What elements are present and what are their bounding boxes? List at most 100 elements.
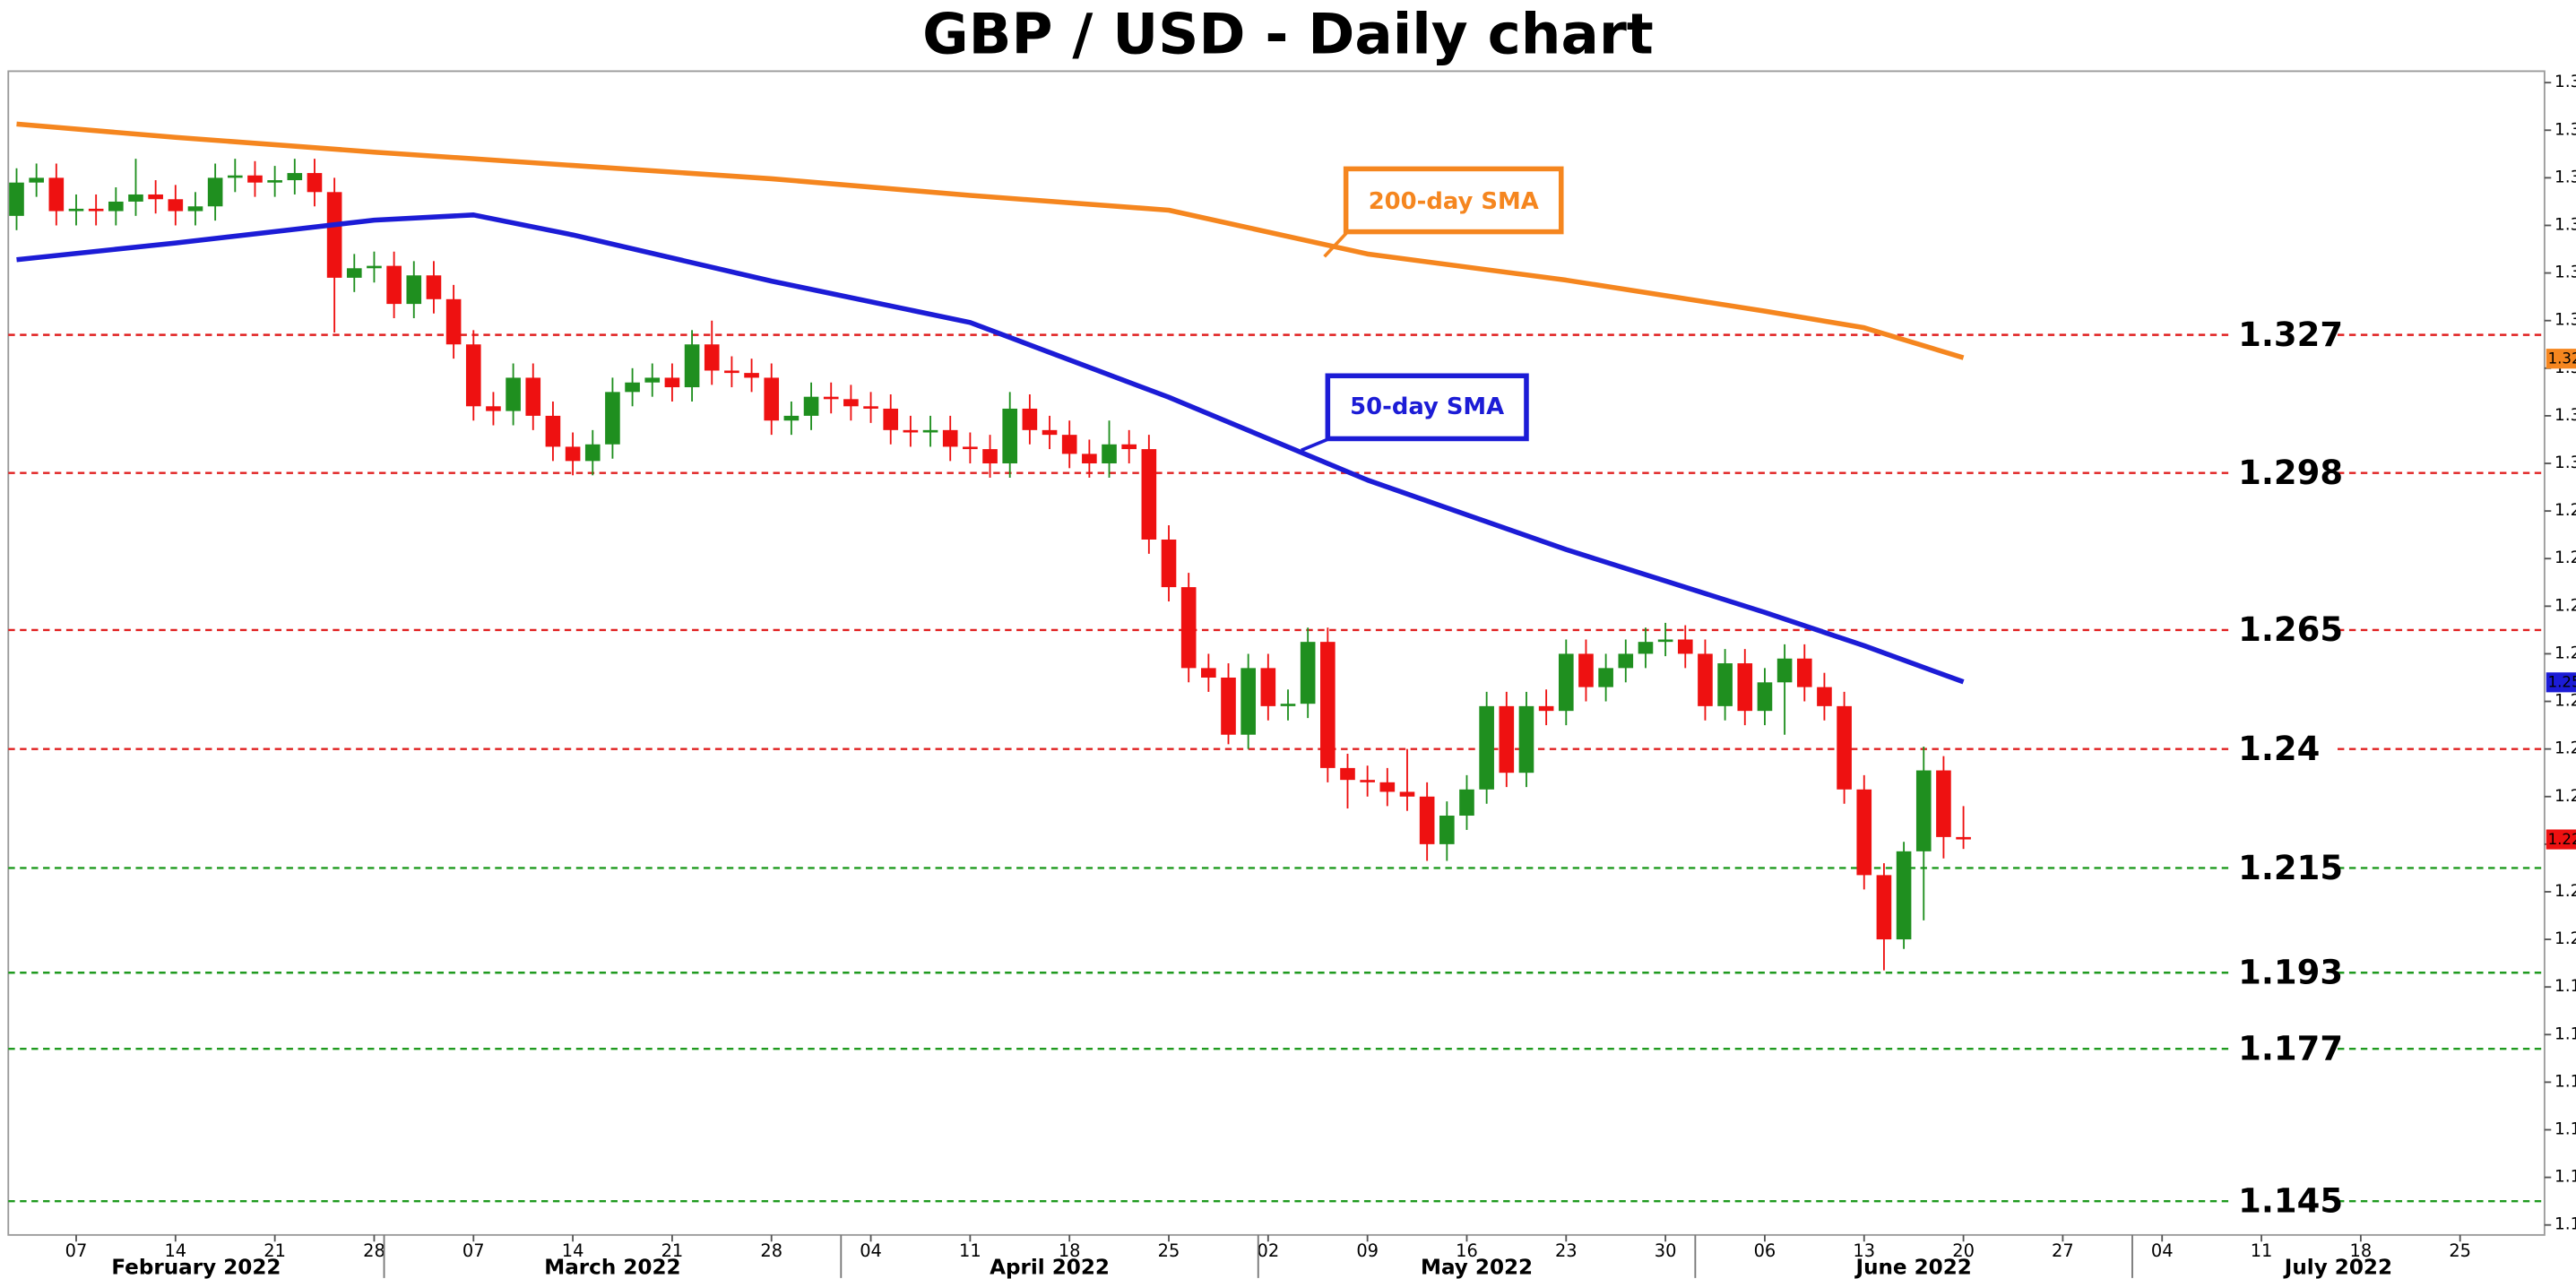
- candle-body: [486, 406, 501, 411]
- x-tick-label: 23: [1555, 1240, 1578, 1261]
- x-tick-label: 11: [959, 1240, 981, 1261]
- y-tick-label: 1.18: [2554, 1024, 2576, 1043]
- month-label: February 2022: [111, 1256, 281, 1279]
- candle-body: [1956, 836, 1971, 840]
- x-tick-label: 20: [1952, 1240, 1975, 1261]
- y-tick-label: 1.2: [2554, 929, 2576, 948]
- y-tick-label: 1.33: [2554, 311, 2576, 330]
- candle-body: [1300, 642, 1316, 704]
- candle-body: [1657, 639, 1673, 643]
- x-tick-label: 18: [2350, 1240, 2373, 1261]
- candle-body: [744, 373, 759, 378]
- x-tick-label: 14: [562, 1240, 584, 1261]
- annotation-50: 50-day SMA: [1301, 373, 1529, 453]
- candle-body: [982, 449, 998, 464]
- y-tick-label: 1.31: [2554, 406, 2576, 425]
- y-tick-label: 1.37: [2554, 120, 2576, 139]
- x-tick-label: 30: [1655, 1240, 1677, 1261]
- candle-body: [1598, 668, 1613, 687]
- candle-body: [644, 377, 661, 383]
- candle-body: [1717, 663, 1733, 706]
- level-label-bg: [2231, 850, 2338, 886]
- candle-body: [1180, 587, 1197, 669]
- price-tag: [2546, 829, 2576, 850]
- price-tag: [2546, 349, 2576, 369]
- annotation-200: 200-day SMA: [1323, 166, 1564, 258]
- y-tick-label: 1.28: [2554, 549, 2576, 567]
- candle-body: [1757, 682, 1773, 712]
- y-tick-label: 1.21: [2554, 882, 2576, 901]
- y-tick-label: 1.24: [2554, 739, 2576, 758]
- x-tick-label: 09: [1356, 1240, 1379, 1261]
- chart-title: GBP / USD - Daily chart: [922, 2, 1654, 67]
- candle-body: [9, 182, 24, 216]
- level-label: 1.265: [2238, 610, 2343, 649]
- sma-lines: [16, 121, 1965, 685]
- x-tick-label: 04: [860, 1240, 882, 1261]
- level-label: 1.145: [2238, 1182, 2343, 1221]
- level-label: 1.193: [2238, 954, 2343, 992]
- y-tick-label: 1.25: [2554, 692, 2576, 711]
- y-tick-label: 1.29: [2554, 501, 2576, 520]
- x-tick-label: 14: [164, 1240, 186, 1261]
- candle-body: [605, 392, 620, 445]
- level-label: 1.215: [2238, 849, 2343, 887]
- candle-body: [1042, 429, 1058, 436]
- candle-body: [1161, 539, 1177, 588]
- levels: 1.327 1.298 1.265 1.24 1.215 1.193 1.177 1.145: [8, 315, 2545, 1221]
- level-label-bg: [2231, 1182, 2338, 1220]
- y-tick-label: 1.16: [2554, 1120, 2576, 1139]
- candle-body: [465, 344, 481, 407]
- candle-body: [525, 377, 541, 416]
- annotation-pointer: [1323, 230, 1349, 258]
- candle-body: [1399, 791, 1415, 797]
- candle-body: [1896, 851, 1912, 940]
- level-label-bg: [2231, 954, 2338, 991]
- candle-body: [724, 370, 739, 374]
- y-tick-label: 1.26: [2554, 644, 2576, 662]
- candle-body: [1776, 658, 1793, 683]
- candle-body: [625, 382, 640, 393]
- sma-line: [16, 121, 1965, 360]
- candle-body: [1915, 770, 1932, 851]
- candle-body: [1817, 687, 1832, 706]
- candle-body: [187, 206, 203, 212]
- level-label-bg: [2231, 1030, 2338, 1067]
- price-tag-label: 1.221: [2548, 831, 2576, 848]
- annotation-text: 200-day SMA: [1369, 188, 1539, 215]
- candle-body: [307, 173, 323, 193]
- candle-body: [227, 175, 243, 178]
- x-tick-label: 07: [462, 1240, 485, 1261]
- candle-body: [1439, 816, 1455, 844]
- x-tick-label: 21: [661, 1240, 684, 1261]
- candle-body: [1796, 658, 1812, 687]
- price-tag-label: 1.254: [2548, 674, 2576, 691]
- candle-body: [664, 377, 680, 388]
- candle-body: [704, 344, 720, 371]
- candle-body: [386, 265, 402, 305]
- y-tick-label: 1.36: [2554, 168, 2576, 186]
- candle-body: [843, 399, 859, 407]
- candle-body: [883, 408, 899, 430]
- y-tick-label: 1.19: [2554, 977, 2576, 996]
- candle-body: [1260, 668, 1276, 706]
- candle-body: [88, 208, 104, 212]
- candle-body: [1479, 705, 1494, 790]
- level-label: 1.298: [2238, 454, 2343, 492]
- month-label: March 2022: [544, 1256, 680, 1279]
- candle-body: [1876, 875, 1892, 940]
- level-label-bg: [2231, 730, 2338, 767]
- candle-body: [267, 180, 282, 183]
- candle-body: [1201, 668, 1216, 678]
- candle-body: [823, 396, 839, 400]
- level-label: 1.327: [2238, 315, 2343, 354]
- candle-body: [68, 208, 84, 212]
- candle-body: [1837, 705, 1852, 790]
- x-tick-label: 25: [1158, 1240, 1180, 1261]
- level-label-bg: [2231, 454, 2338, 491]
- month-label: April 2022: [990, 1256, 1110, 1279]
- x-tick-label: 25: [2449, 1240, 2471, 1261]
- y-tick-label: 1.27: [2554, 596, 2576, 615]
- annotation-box: [1325, 373, 1529, 442]
